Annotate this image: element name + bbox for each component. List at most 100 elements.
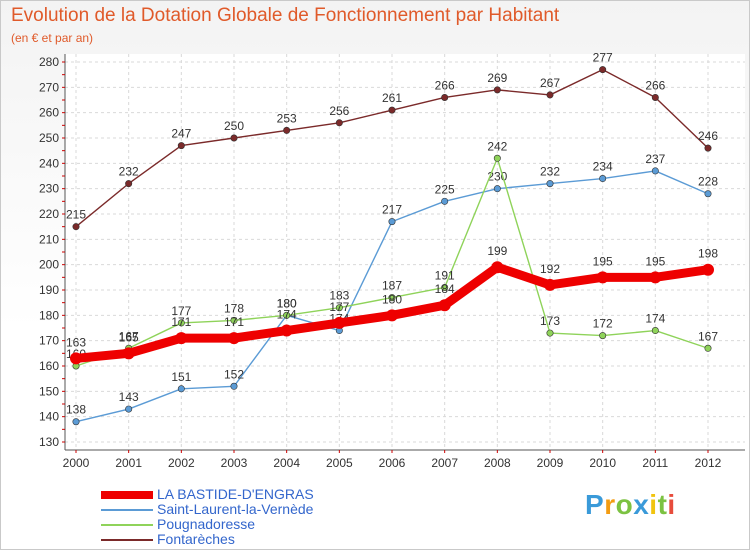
data-point	[651, 327, 659, 335]
data-label: 225	[435, 182, 455, 196]
y-tick-label: 150	[39, 384, 59, 398]
data-point	[230, 316, 238, 324]
y-tick-label: 260	[39, 106, 59, 120]
data-point	[70, 352, 82, 365]
data-label: 165	[119, 330, 139, 344]
data-point	[491, 261, 504, 274]
data-label: 217	[382, 203, 402, 217]
data-label: 171	[224, 315, 244, 329]
data-point	[280, 324, 293, 337]
data-label: 246	[698, 129, 718, 143]
data-label: 178	[224, 301, 244, 315]
data-label: 172	[593, 317, 613, 331]
y-tick-label: 200	[39, 258, 59, 272]
data-point	[388, 218, 396, 226]
data-point	[175, 332, 188, 345]
x-tick-label: 2011	[642, 456, 668, 470]
data-label: 173	[540, 314, 560, 328]
data-point	[125, 405, 133, 413]
data-label: 230	[487, 170, 507, 184]
data-label: 167	[698, 329, 718, 343]
data-label: 253	[277, 111, 297, 125]
data-point	[386, 309, 398, 322]
data-label: 242	[487, 139, 507, 153]
data-point	[704, 344, 712, 352]
logo-letter: i	[667, 489, 676, 520]
data-label: 163	[66, 335, 86, 349]
data-label: 215	[66, 208, 86, 222]
data-point	[546, 91, 554, 99]
data-label: 237	[645, 152, 665, 166]
data-label: 198	[698, 247, 718, 261]
chart-legend: LA BASTIDE-D'ENGRAS Saint-Laurent-la-Ver…	[101, 487, 314, 547]
data-label: 199	[487, 244, 507, 258]
x-tick-label: 2009	[537, 456, 564, 470]
legend-swatch	[101, 508, 153, 511]
data-label: 195	[645, 254, 665, 268]
data-label: 180	[382, 292, 402, 306]
data-point	[651, 167, 659, 175]
legend-item: Fontarèches	[101, 532, 314, 547]
data-point	[283, 311, 291, 319]
data-label: 143	[119, 390, 139, 404]
logo-letter: r	[604, 489, 616, 520]
y-tick-label: 240	[39, 156, 59, 170]
data-point	[72, 223, 80, 231]
y-tick-label: 160	[39, 359, 59, 373]
data-label: 151	[171, 370, 191, 384]
legend-item: Pougnadoresse	[101, 517, 314, 532]
y-tick-label: 140	[39, 410, 59, 424]
legend-label: Fontarèches	[157, 531, 235, 547]
y-tick-label: 250	[39, 131, 59, 145]
y-tick-label: 190	[39, 283, 59, 297]
legend-swatch	[101, 538, 153, 541]
data-label: 192	[540, 262, 560, 276]
data-point	[230, 134, 238, 142]
legend-item: Saint-Laurent-la-Vernède	[101, 502, 314, 517]
data-point	[122, 347, 135, 360]
data-point	[649, 271, 662, 284]
y-tick-label: 170	[39, 334, 59, 348]
data-point	[388, 106, 396, 114]
logo-letter: t	[657, 489, 668, 520]
x-tick-label: 2000	[63, 456, 90, 470]
plot-area	[65, 54, 745, 450]
x-tick-label: 2006	[379, 456, 406, 470]
data-point	[599, 175, 607, 183]
data-label: 232	[540, 165, 560, 179]
data-point	[177, 142, 185, 150]
data-point	[704, 144, 712, 152]
legend-swatch	[101, 490, 153, 499]
data-label: 177	[171, 304, 191, 318]
data-label: 232	[119, 165, 139, 179]
data-point	[441, 283, 449, 291]
y-tick-label: 130	[39, 435, 59, 449]
data-point	[702, 263, 714, 276]
data-label: 177	[329, 300, 349, 314]
y-tick-label: 280	[39, 55, 59, 69]
logo-letter: P	[585, 489, 605, 520]
data-label: 138	[66, 403, 86, 417]
data-label: 167	[119, 329, 139, 343]
data-point	[493, 154, 501, 162]
data-point	[441, 93, 449, 101]
data-point	[493, 185, 501, 193]
chart-title: Evolution de la Dotation Globale de Fonc…	[11, 5, 560, 26]
data-point	[335, 304, 343, 312]
data-label: 152	[224, 367, 244, 381]
y-tick-label: 220	[39, 207, 59, 221]
x-tick-label: 2008	[484, 456, 511, 470]
data-label: 261	[382, 91, 402, 105]
legend-swatch	[101, 523, 153, 526]
y-tick-label: 210	[39, 232, 59, 246]
logo-letter: o	[615, 489, 634, 520]
x-tick-label: 2003	[221, 456, 248, 470]
data-label: 195	[593, 254, 613, 268]
data-point	[230, 382, 238, 390]
data-label: 180	[277, 296, 297, 310]
data-point	[546, 180, 554, 188]
data-label: 267	[540, 76, 560, 90]
proxiti-logo: Proxiti	[585, 489, 676, 521]
